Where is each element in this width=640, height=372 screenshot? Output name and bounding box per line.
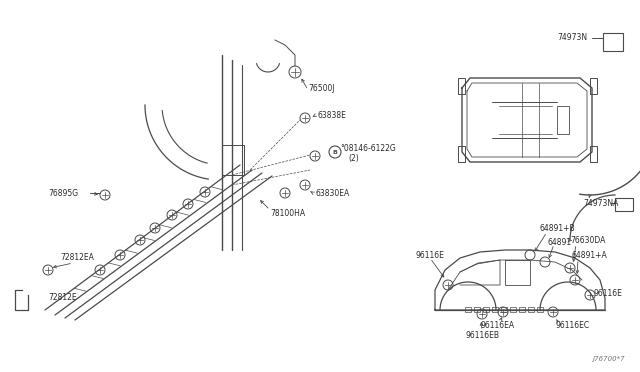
Bar — [474, 307, 480, 312]
Text: 76630DA: 76630DA — [570, 235, 605, 244]
Text: 63830EA: 63830EA — [315, 189, 349, 198]
Bar — [528, 307, 534, 312]
Text: 96116EB: 96116EB — [465, 330, 499, 340]
Text: (2): (2) — [348, 154, 359, 163]
Text: 74973NA: 74973NA — [583, 199, 618, 208]
Bar — [590, 146, 597, 162]
Bar — [222, 145, 244, 175]
Text: °08146-6122G: °08146-6122G — [340, 144, 396, 153]
Bar — [603, 33, 623, 51]
Text: 72812E: 72812E — [48, 294, 77, 302]
Text: 96116EA: 96116EA — [481, 321, 515, 330]
Bar — [557, 106, 569, 134]
Bar — [615, 198, 633, 211]
Text: 96116E: 96116E — [594, 289, 623, 298]
Text: 74973N: 74973N — [557, 32, 587, 42]
Text: 64891: 64891 — [548, 237, 572, 247]
Bar — [458, 146, 465, 162]
Bar — [465, 307, 471, 312]
Text: 64891+B: 64891+B — [540, 224, 575, 232]
Text: 96116EC: 96116EC — [556, 321, 590, 330]
Text: J76700*7: J76700*7 — [593, 356, 625, 362]
Text: 76500J: 76500J — [308, 83, 335, 93]
Bar — [537, 307, 543, 312]
Text: B: B — [333, 150, 337, 154]
Text: 64891+A: 64891+A — [572, 250, 608, 260]
Bar — [483, 307, 489, 312]
Bar — [492, 307, 498, 312]
Bar — [519, 307, 525, 312]
Text: 76895G: 76895G — [48, 189, 78, 198]
Bar — [590, 78, 597, 94]
Bar — [458, 78, 465, 94]
Bar — [510, 307, 516, 312]
Bar — [501, 307, 507, 312]
Text: 96116E: 96116E — [415, 250, 444, 260]
Text: 78100HA: 78100HA — [270, 208, 305, 218]
Text: 63838E: 63838E — [318, 110, 347, 119]
Text: 72812EA: 72812EA — [60, 253, 94, 263]
